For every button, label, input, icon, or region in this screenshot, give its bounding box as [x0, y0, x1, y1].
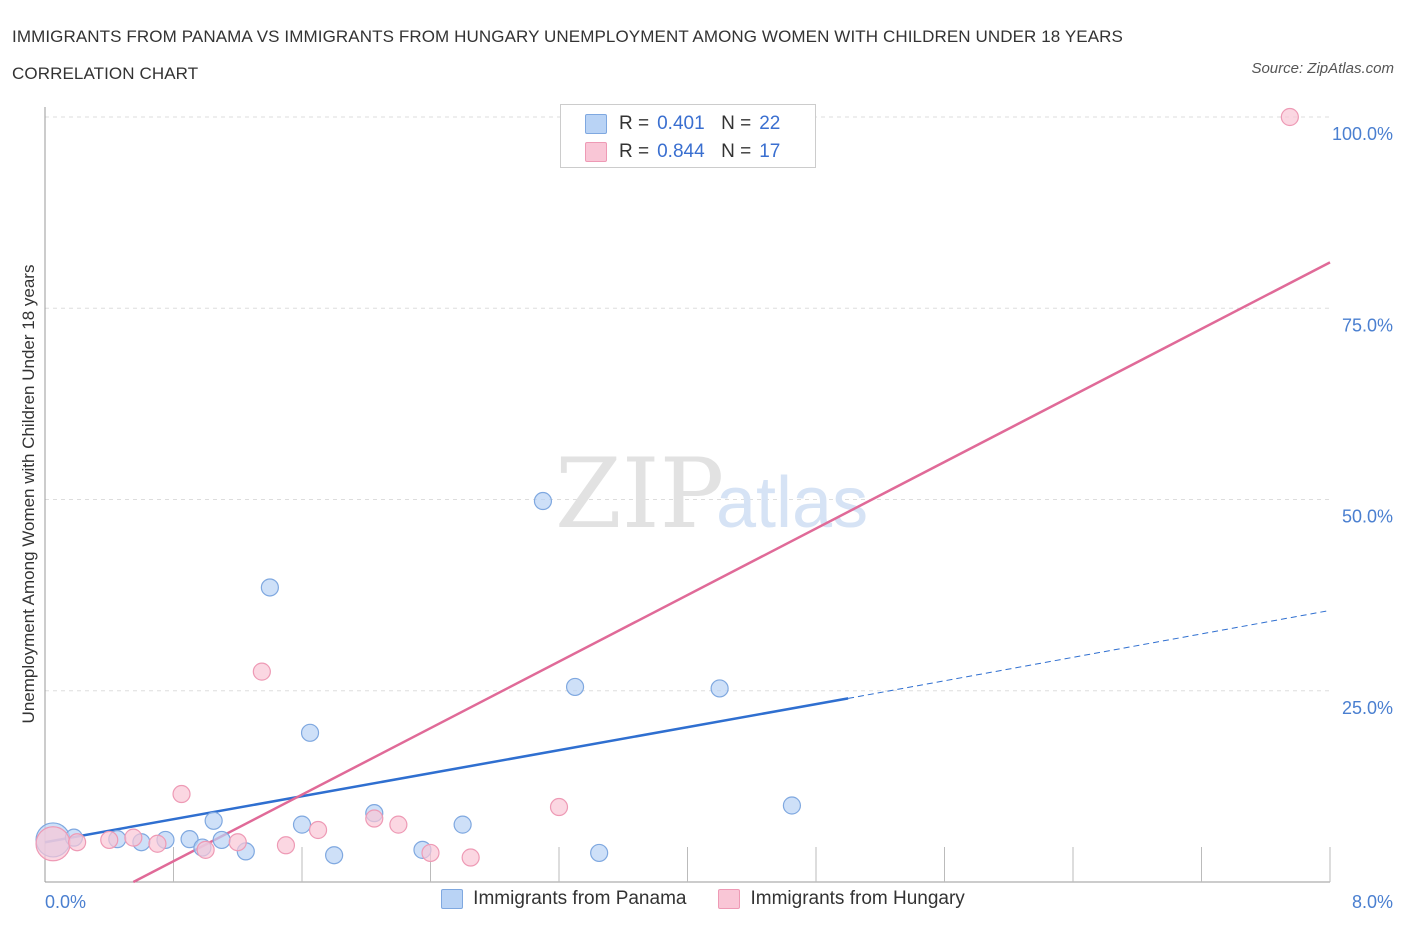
y-tick-label: 50.0%	[1342, 507, 1393, 527]
hungary-point	[389, 815, 408, 834]
x-tick-label: 0.0%	[45, 892, 86, 912]
panama-point	[204, 811, 223, 830]
panama-point	[212, 830, 231, 850]
y-tick-label: 100.0%	[1332, 124, 1393, 144]
panama-point	[300, 723, 320, 742]
panama-point	[325, 846, 344, 865]
hungary-point	[365, 809, 384, 828]
n-label: N =	[721, 141, 752, 162]
hungary-trend-line	[132, 261, 1331, 884]
y-tick-label: 25.0%	[1342, 698, 1393, 718]
panama-legend-swatch	[441, 889, 464, 909]
hungary-point	[461, 848, 480, 867]
hungary-r-value: 0.844	[657, 141, 705, 162]
panama-point	[590, 843, 609, 863]
series-legend: Immigrants from Panama Immigrants from H…	[0, 888, 1406, 910]
grid	[45, 116, 1330, 692]
hungary-swatch	[585, 142, 607, 162]
hungary-legend-swatch	[718, 889, 741, 909]
panama-point	[533, 491, 553, 511]
legend-label-hungary: Immigrants from Hungary	[750, 888, 965, 909]
hungary-point	[172, 784, 191, 804]
watermark: ZIP atlas	[555, 438, 868, 550]
legend-item-panama[interactable]: Immigrants from Panama	[441, 888, 686, 910]
hungary-point	[148, 834, 167, 853]
hungary-point	[308, 820, 328, 840]
source-label: Source: ZipAtlas.com	[1251, 60, 1394, 77]
hungary-point	[124, 828, 143, 847]
hungary-point	[100, 830, 119, 850]
hungary-point	[35, 826, 71, 862]
legend-item-hungary[interactable]: Immigrants from Hungary	[718, 888, 965, 910]
legend-row-panama: R = 0.401 N = 22	[585, 111, 780, 137]
panama-point	[710, 679, 729, 698]
panama-trend-extension	[848, 609, 1331, 699]
panama-r-value: 0.401	[657, 113, 705, 134]
hungary-point	[1280, 107, 1299, 127]
panama-point	[565, 677, 585, 697]
panama-point	[782, 796, 802, 815]
panama-point	[180, 830, 199, 849]
watermark-atlas: atlas	[716, 463, 868, 543]
chart-title: IMMIGRANTS FROM PANAMA VS IMMIGRANTS FRO…	[12, 27, 1123, 83]
y-tick-label: 75.0%	[1342, 315, 1393, 335]
r-label: R =	[619, 141, 650, 162]
legend-row-hungary: R = 0.844 N = 17	[585, 139, 780, 165]
hungary-n-value: 17	[759, 141, 781, 162]
watermark-zip: ZIP	[555, 438, 724, 550]
hungary-point	[549, 797, 569, 817]
hungary-point	[276, 836, 296, 855]
panama-point	[292, 815, 312, 834]
panama-n-value: 22	[759, 113, 781, 134]
y-axis-label: Unemployment Among Women with Children U…	[19, 265, 38, 724]
r-label: R =	[619, 113, 650, 134]
stats-legend: R = 0.401 N = 22 R = 0.844 N = 17	[560, 104, 816, 168]
n-label: N =	[721, 113, 752, 134]
x-tick-label: 8.0%	[1352, 892, 1393, 912]
hungary-point	[68, 833, 87, 852]
panama-swatch	[585, 114, 607, 134]
tick-labels: 25.0% 50.0% 75.0% 100.0% 0.0% 8.0%	[45, 124, 1393, 912]
panama-trend-line	[44, 697, 849, 844]
panama-point	[260, 578, 279, 597]
hungary-point	[252, 662, 271, 681]
hungary-point	[421, 843, 440, 863]
axes	[44, 107, 1331, 883]
data-points	[35, 107, 1299, 867]
panama-point	[453, 815, 472, 834]
hungary-point	[196, 840, 215, 859]
legend-label-panama: Immigrants from Panama	[473, 888, 687, 909]
trend-lines	[44, 261, 1331, 884]
hungary-point	[228, 833, 247, 852]
